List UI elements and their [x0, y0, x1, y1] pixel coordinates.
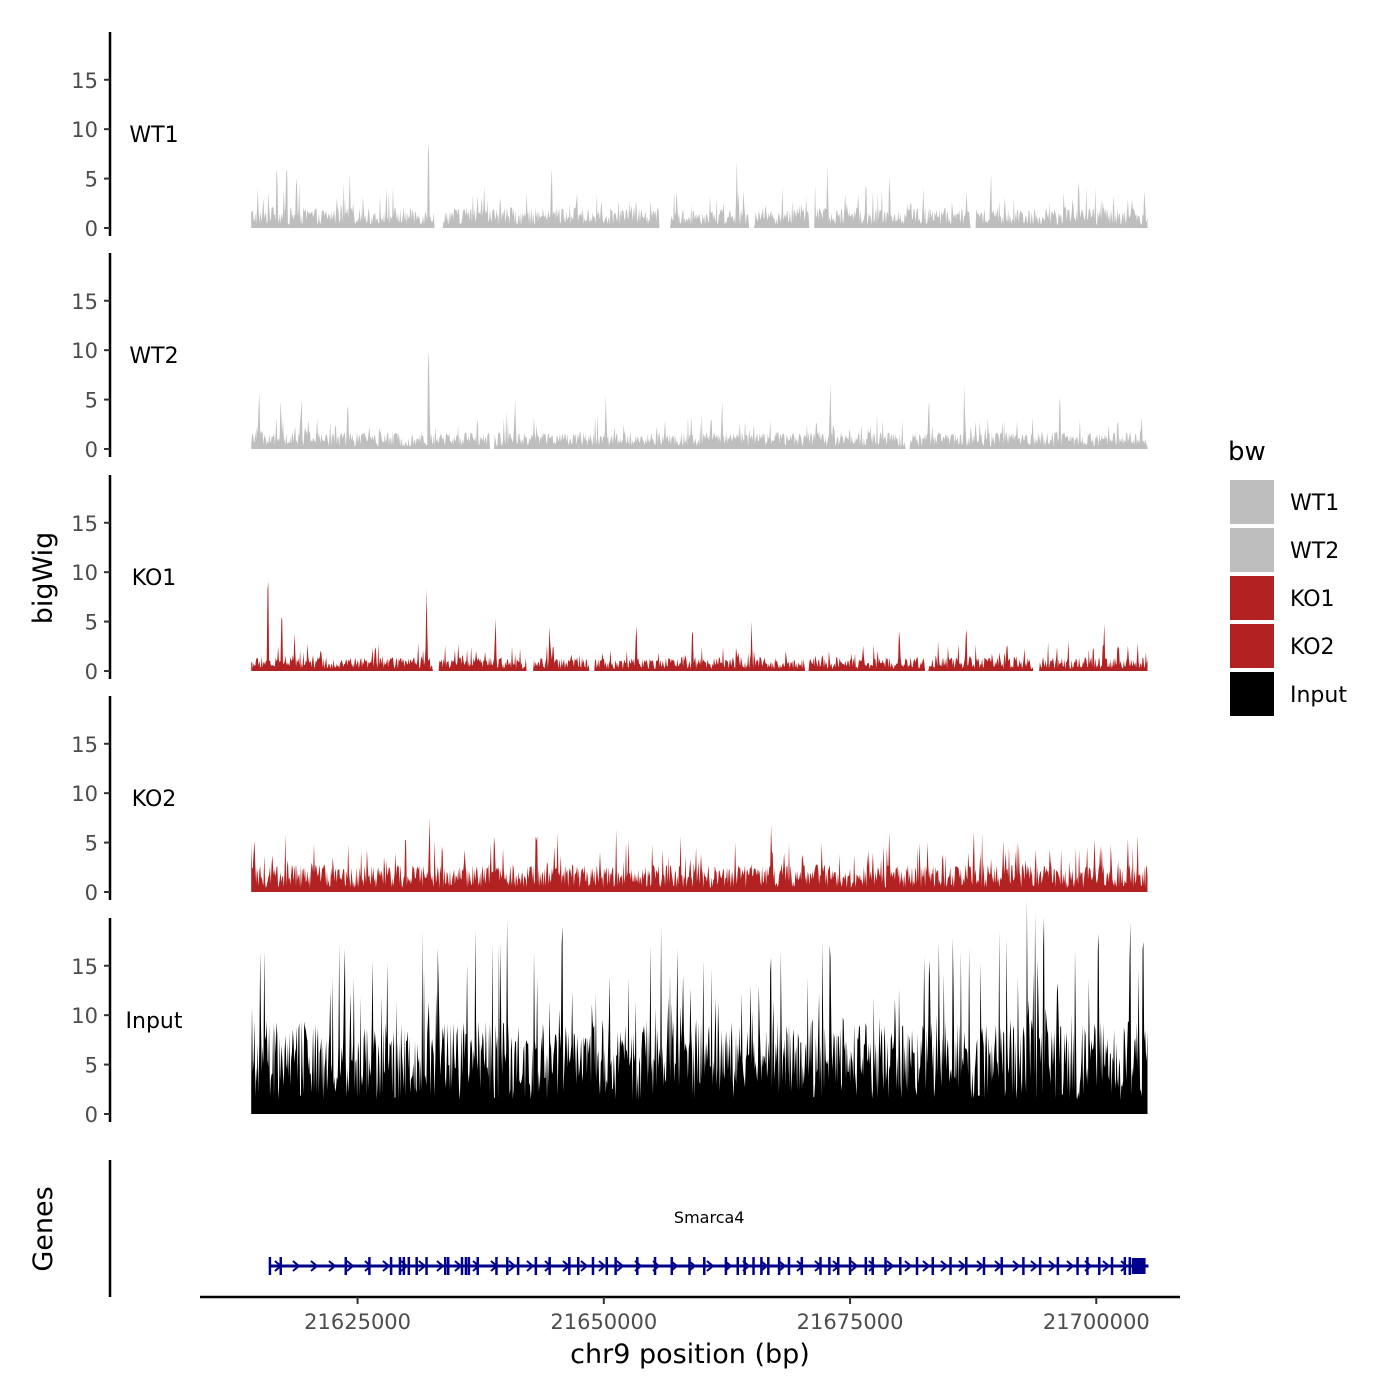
genes-layer: Smarca4 [268, 1208, 1149, 1275]
y-tick-label: 5 [85, 1054, 98, 1078]
legend-swatch [1230, 480, 1274, 524]
legend-label: Input [1290, 683, 1347, 708]
legend-item-ko1: KO1 [1230, 576, 1335, 620]
legend: WT1 WT2 KO1 KO2 Input [1230, 480, 1347, 716]
y-tick-label: 5 [85, 168, 98, 192]
track-label: WT1 [129, 123, 178, 148]
strand-arrow [958, 1260, 967, 1272]
y-tick-label: 10 [71, 118, 98, 142]
coverage-area-ko1 [251, 581, 1148, 671]
strand-arrow [292, 1260, 301, 1272]
track-panel-wt1: WT1 [129, 123, 1148, 228]
strand-arrow [1102, 1260, 1111, 1272]
y-tick-label: 0 [85, 217, 98, 241]
strand-arrow [1012, 1260, 1021, 1272]
x-tick-label: 21675000 [797, 1310, 904, 1334]
strand-arrow [706, 1260, 715, 1272]
track-panel-input: Input [126, 899, 1148, 1114]
strand-arrow [850, 1260, 859, 1272]
strand-arrow [616, 1260, 625, 1272]
track-label: Input [126, 1009, 183, 1034]
y-tick-label: 0 [85, 438, 98, 462]
y-tick-label: 5 [85, 611, 98, 635]
strand-arrow [580, 1260, 589, 1272]
track-label: WT2 [129, 344, 178, 369]
gene-smarca4: Smarca4 [268, 1208, 1149, 1275]
coverage-area-ko2 [251, 818, 1148, 892]
strand-arrow [364, 1260, 373, 1272]
legend-item-wt1: WT1 [1230, 480, 1339, 524]
genes-axis-title: Genes [28, 1186, 59, 1271]
x-axis-title: chr9 position (bp) [570, 1339, 810, 1370]
strand-arrow [328, 1260, 337, 1272]
coverage-area-wt1 [251, 141, 1148, 228]
coverage-area-input [251, 899, 1148, 1114]
y-tick-label: 0 [85, 1103, 98, 1127]
y-tick-label: 15 [71, 290, 98, 314]
y-tick-label: 15 [71, 955, 98, 979]
x-tick-label: 21625000 [304, 1310, 411, 1334]
y-tick-label: 5 [85, 389, 98, 413]
track-label: KO1 [132, 566, 177, 591]
utr-block [1131, 1258, 1146, 1274]
strand-arrow [436, 1260, 445, 1272]
legend-swatch [1230, 528, 1274, 572]
strand-arrow [904, 1260, 913, 1272]
y-tick-label: 10 [71, 1004, 98, 1028]
y-tick-label: 0 [85, 660, 98, 684]
y-tick-label: 0 [85, 881, 98, 905]
axes-layer: 0 5 10 15 0 5 10 15 0 5 10 15 0 5 10 15 0 5 10 15 21625000 21… [71, 32, 1180, 1334]
legend-swatch [1230, 672, 1274, 716]
strand-arrow [688, 1260, 697, 1272]
y-tick-label: 15 [71, 733, 98, 757]
x-tick-label: 21650000 [550, 1310, 657, 1334]
coverage-area-wt2 [251, 351, 1148, 449]
gene-name-label: Smarca4 [674, 1208, 745, 1227]
track-panel-wt2: WT2 [129, 344, 1148, 449]
y-tick-label: 10 [71, 339, 98, 363]
track-label: KO2 [132, 787, 177, 812]
strand-arrow [868, 1260, 877, 1272]
strand-arrow [1048, 1260, 1057, 1272]
strand-arrow [1120, 1260, 1129, 1272]
strand-arrow [508, 1260, 517, 1272]
legend-swatch [1230, 624, 1274, 668]
y-tick-label: 15 [71, 512, 98, 536]
strand-arrow [382, 1260, 391, 1272]
tracks-layer: WT1 WT2 KO1 KO2 Input [126, 123, 1148, 1114]
legend-label: WT1 [1290, 491, 1339, 516]
strand-arrow [598, 1260, 607, 1272]
track-panel-ko1: KO1 [132, 566, 1148, 671]
legend-item-input: Input [1230, 672, 1347, 716]
x-tick-label: 21700000 [1043, 1310, 1150, 1334]
strand-arrow [922, 1260, 931, 1272]
strand-arrow [544, 1260, 553, 1272]
track-panel-ko2: KO2 [132, 787, 1148, 892]
strand-arrow [418, 1260, 427, 1272]
strand-arrow [310, 1260, 319, 1272]
strand-arrow [526, 1260, 535, 1272]
legend-swatch [1230, 576, 1274, 620]
legend-title: bw [1228, 437, 1266, 467]
legend-item-ko2: KO2 [1230, 624, 1335, 668]
legend-item-wt2: WT2 [1230, 528, 1339, 572]
legend-label: WT2 [1290, 539, 1339, 564]
y-tick-label: 10 [71, 561, 98, 585]
strand-arrow [940, 1260, 949, 1272]
strand-arrow [1066, 1260, 1075, 1272]
y-tick-label: 5 [85, 832, 98, 856]
strand-arrow [346, 1260, 355, 1272]
y-tick-label: 10 [71, 782, 98, 806]
legend-label: KO2 [1290, 635, 1335, 660]
strand-arrow [778, 1260, 787, 1272]
legend-label: KO1 [1290, 587, 1335, 612]
strand-arrow [886, 1260, 895, 1272]
y-tick-label: 15 [71, 69, 98, 93]
strand-arrow [1030, 1260, 1039, 1272]
strand-arrow [760, 1260, 769, 1272]
y-axis-title: bigWig [28, 532, 59, 625]
